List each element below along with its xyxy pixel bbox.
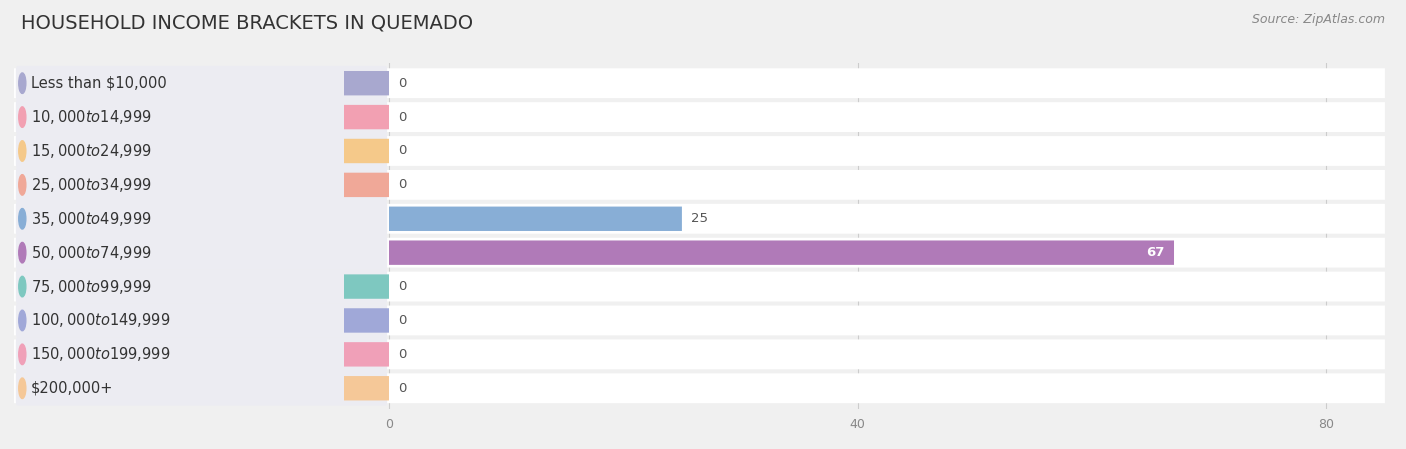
FancyBboxPatch shape xyxy=(14,102,1385,132)
FancyBboxPatch shape xyxy=(344,274,389,299)
FancyBboxPatch shape xyxy=(15,337,387,372)
FancyBboxPatch shape xyxy=(14,306,1385,335)
Text: $10,000 to $14,999: $10,000 to $14,999 xyxy=(31,108,152,126)
Circle shape xyxy=(18,208,25,229)
Circle shape xyxy=(18,242,25,263)
FancyBboxPatch shape xyxy=(344,376,389,401)
Text: Source: ZipAtlas.com: Source: ZipAtlas.com xyxy=(1251,13,1385,26)
Text: $35,000 to $49,999: $35,000 to $49,999 xyxy=(31,210,152,228)
Text: Less than $10,000: Less than $10,000 xyxy=(31,76,166,91)
FancyBboxPatch shape xyxy=(344,105,389,129)
Text: 0: 0 xyxy=(398,178,406,191)
Text: $200,000+: $200,000+ xyxy=(31,381,112,396)
FancyBboxPatch shape xyxy=(344,71,389,95)
Circle shape xyxy=(18,141,25,161)
FancyBboxPatch shape xyxy=(15,66,387,101)
FancyBboxPatch shape xyxy=(15,202,387,236)
FancyBboxPatch shape xyxy=(389,241,1174,265)
Text: 0: 0 xyxy=(398,314,406,327)
FancyBboxPatch shape xyxy=(14,68,1385,98)
Text: $25,000 to $34,999: $25,000 to $34,999 xyxy=(31,176,152,194)
Circle shape xyxy=(18,73,25,93)
Text: 0: 0 xyxy=(398,145,406,158)
Text: $75,000 to $99,999: $75,000 to $99,999 xyxy=(31,277,152,295)
Text: HOUSEHOLD INCOME BRACKETS IN QUEMADO: HOUSEHOLD INCOME BRACKETS IN QUEMADO xyxy=(21,13,474,32)
Text: 0: 0 xyxy=(398,110,406,123)
FancyBboxPatch shape xyxy=(15,235,387,270)
FancyBboxPatch shape xyxy=(15,269,387,304)
FancyBboxPatch shape xyxy=(14,272,1385,301)
FancyBboxPatch shape xyxy=(14,170,1385,200)
Circle shape xyxy=(18,344,25,365)
FancyBboxPatch shape xyxy=(344,173,389,197)
FancyBboxPatch shape xyxy=(15,134,387,168)
FancyBboxPatch shape xyxy=(15,167,387,202)
Text: 0: 0 xyxy=(398,77,406,90)
Text: $50,000 to $74,999: $50,000 to $74,999 xyxy=(31,244,152,262)
FancyBboxPatch shape xyxy=(344,308,389,333)
FancyBboxPatch shape xyxy=(15,100,387,134)
FancyBboxPatch shape xyxy=(344,139,389,163)
Text: $15,000 to $24,999: $15,000 to $24,999 xyxy=(31,142,152,160)
FancyBboxPatch shape xyxy=(14,204,1385,233)
FancyBboxPatch shape xyxy=(15,303,387,338)
Circle shape xyxy=(18,378,25,399)
Text: $100,000 to $149,999: $100,000 to $149,999 xyxy=(31,312,170,330)
Text: 67: 67 xyxy=(1146,246,1164,259)
FancyBboxPatch shape xyxy=(15,371,387,405)
Circle shape xyxy=(18,175,25,195)
Text: $150,000 to $199,999: $150,000 to $199,999 xyxy=(31,345,170,363)
Text: 0: 0 xyxy=(398,382,406,395)
Text: 0: 0 xyxy=(398,280,406,293)
Circle shape xyxy=(18,107,25,128)
FancyBboxPatch shape xyxy=(14,238,1385,268)
Text: 0: 0 xyxy=(398,348,406,361)
FancyBboxPatch shape xyxy=(389,207,682,231)
FancyBboxPatch shape xyxy=(344,342,389,366)
FancyBboxPatch shape xyxy=(14,339,1385,369)
FancyBboxPatch shape xyxy=(14,136,1385,166)
Circle shape xyxy=(18,276,25,297)
FancyBboxPatch shape xyxy=(14,373,1385,403)
Text: 25: 25 xyxy=(692,212,709,225)
Circle shape xyxy=(18,310,25,331)
